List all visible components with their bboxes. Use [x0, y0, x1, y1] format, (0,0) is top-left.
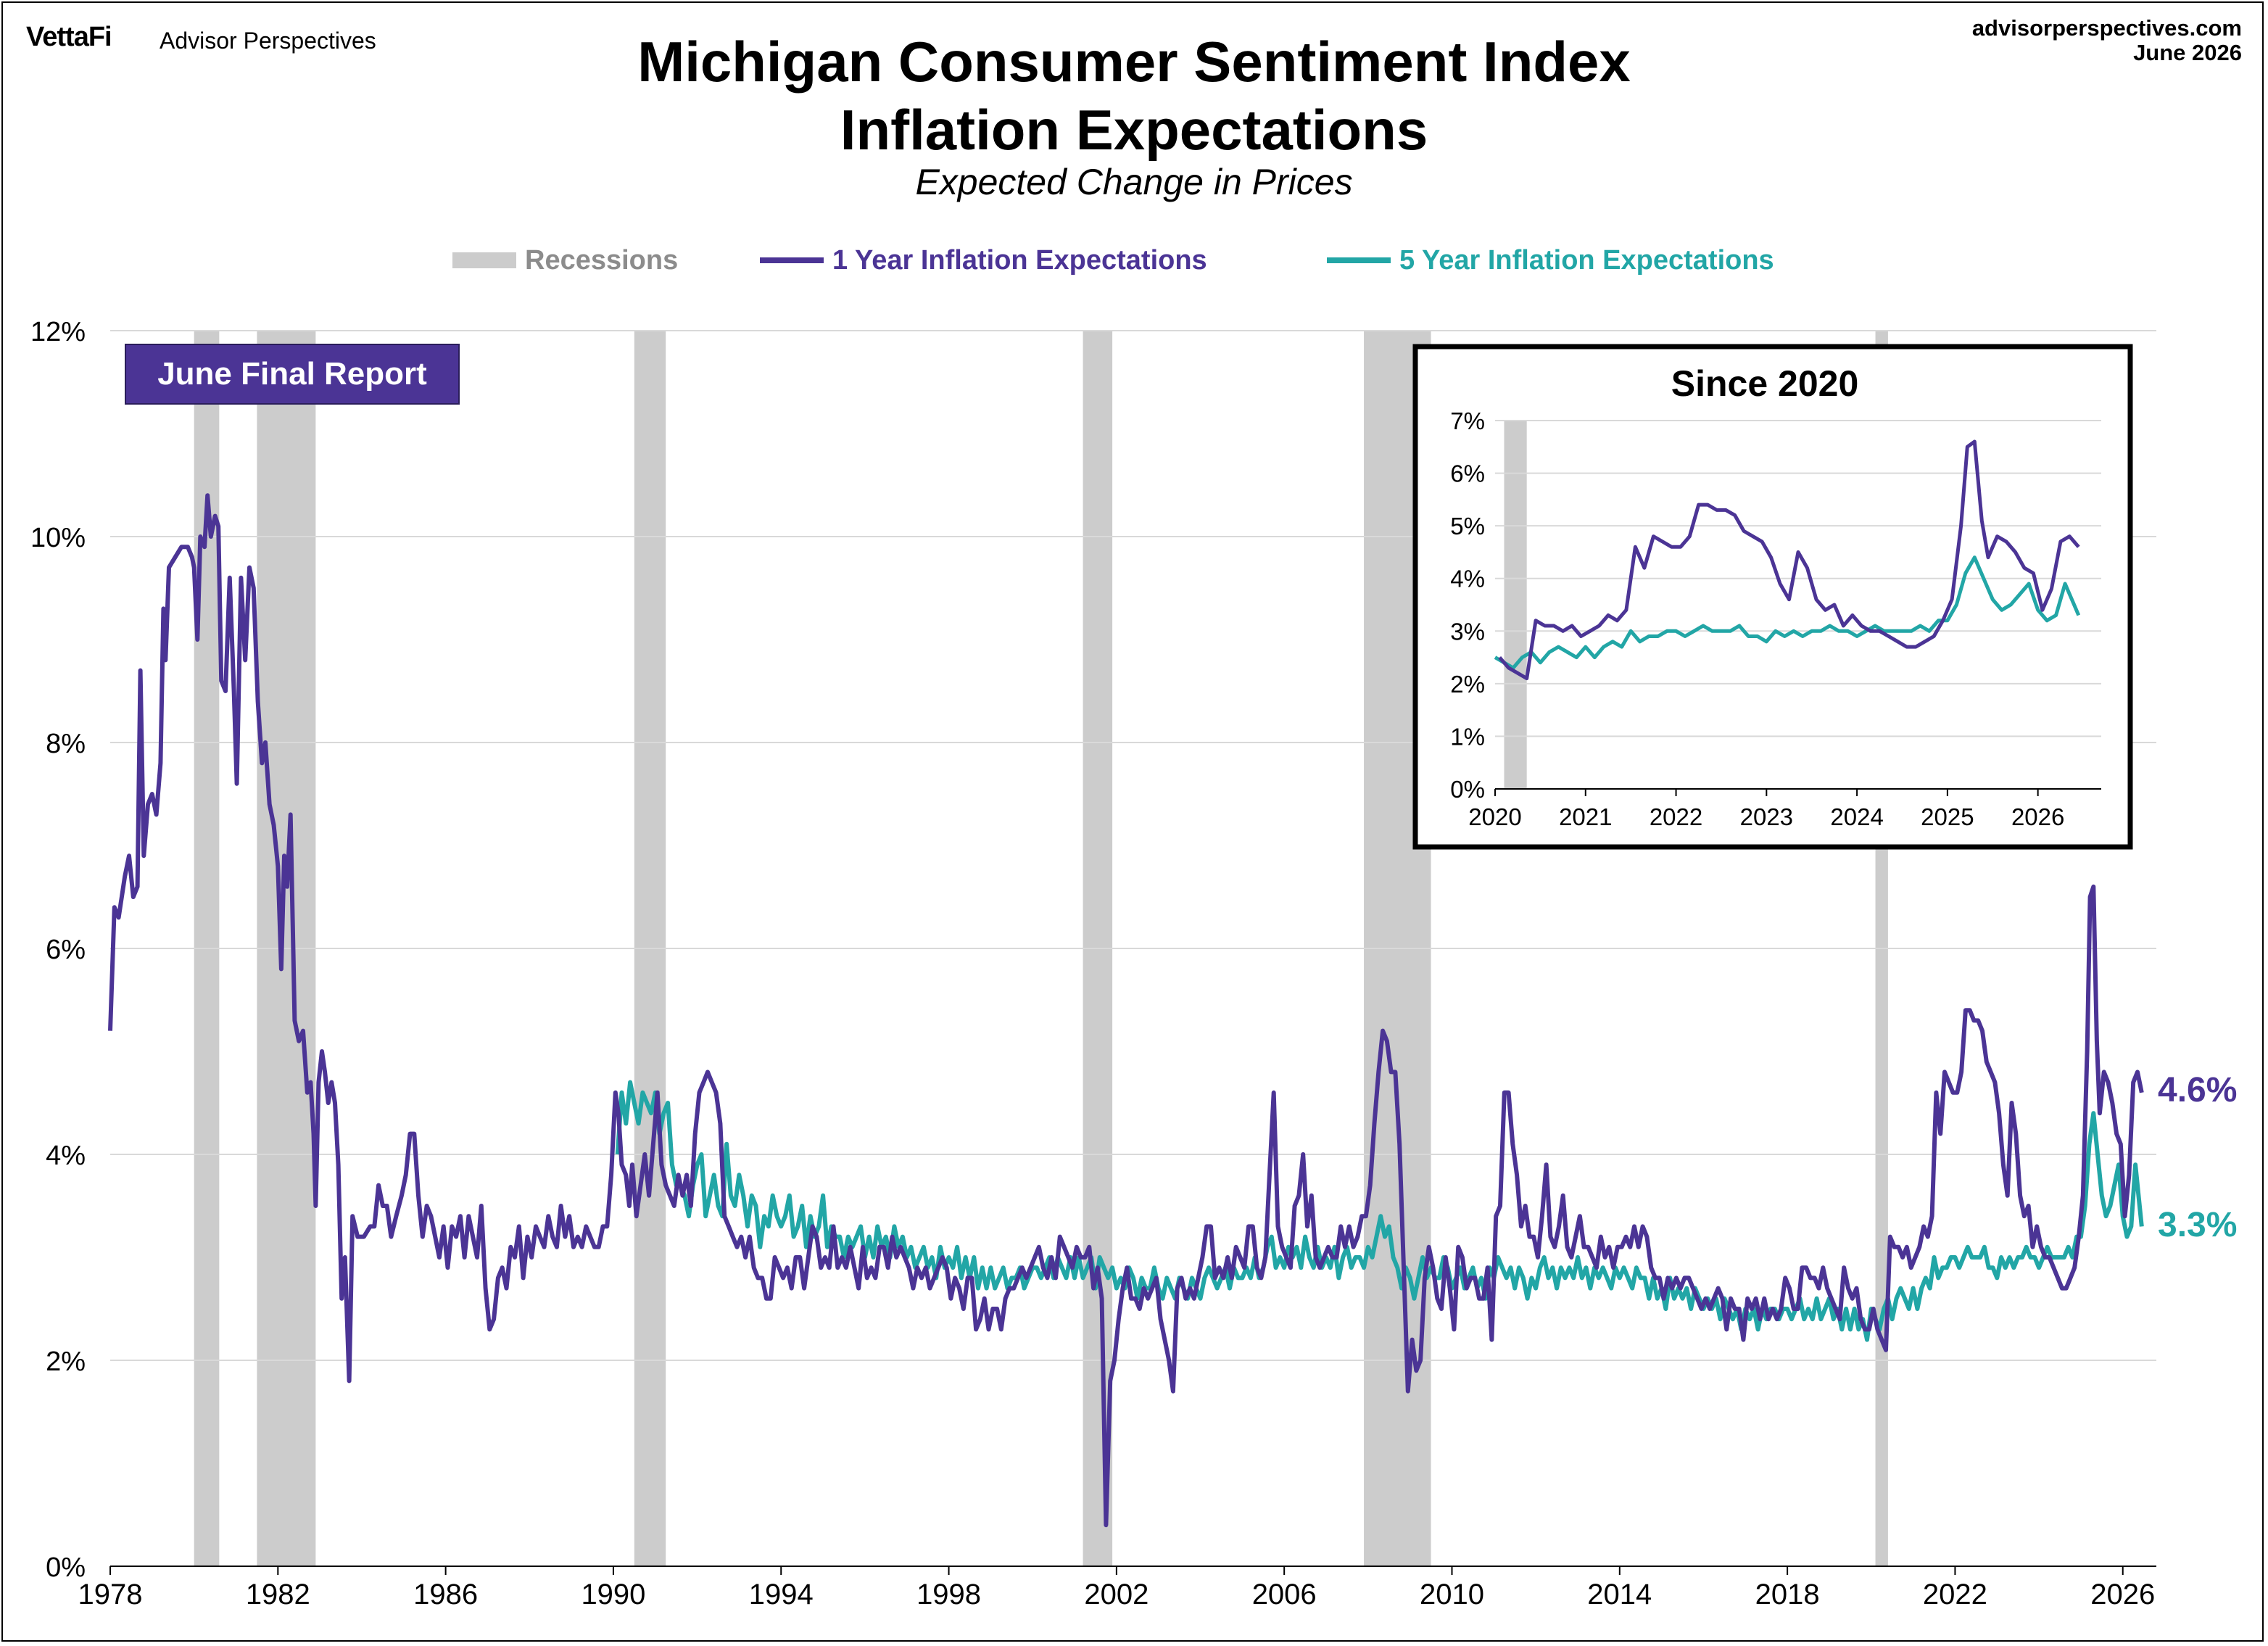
- y-tick-label-0: 0%: [46, 1552, 86, 1583]
- report-date: June 2026: [2133, 40, 2242, 65]
- legend-swatch-one-year: [760, 257, 824, 263]
- inset-x-tick-label-2: 2022: [1650, 803, 1702, 830]
- inset-x-tick-label-0: 2020: [1468, 803, 1521, 830]
- inset-x-tick-label-5: 2025: [1921, 803, 1974, 830]
- x-tick-label-10: 2018: [1755, 1579, 1820, 1610]
- chart-subtitle: Expected Change in Prices: [915, 162, 1353, 202]
- legend-item-one-year: 1 Year Inflation Expectations: [760, 242, 1207, 278]
- legend: Recessions 1 Year Inflation Expectations…: [0, 242, 2268, 278]
- legend-label-one-year: 1 Year Inflation Expectations: [832, 244, 1207, 276]
- y-tick-label-2: 4%: [46, 1141, 86, 1171]
- inset-x-tick-label-4: 2024: [1830, 803, 1883, 830]
- chart-title-line2: Inflation Expectations: [840, 98, 1428, 162]
- end-label-one-year: 4.6%: [2158, 1071, 2238, 1109]
- legend-swatch-recessions: [452, 252, 516, 268]
- y-tick-label-6: 12%: [30, 317, 86, 347]
- inset-title: Since 2020: [1671, 363, 1859, 404]
- inset-y-tick-label-5: 5%: [1450, 513, 1485, 539]
- x-tick-label-3: 1990: [581, 1579, 645, 1610]
- vettafi-logo: VettaFi: [26, 22, 112, 52]
- x-tick-label-0: 1978: [78, 1579, 143, 1610]
- inset-x-tick-label-6: 2026: [2011, 803, 2064, 830]
- main-chart: 0% 2% 4% 6% 8% 10% 12% 1978 1982 1986 1990 1994 1998…: [30, 317, 2156, 1610]
- inset-recession-band-0: [1504, 421, 1527, 789]
- inset-box: [1412, 344, 2133, 850]
- legend-swatch-five-year: [1327, 257, 1391, 263]
- end-label-five-year: 3.3%: [2158, 1206, 2238, 1244]
- legend-label-five-year: 5 Year Inflation Expectations: [1399, 244, 1774, 276]
- site-info: advisorperspectives.com June 2026: [1972, 16, 2242, 65]
- chart-title-line1: Michigan Consumer Sentiment Index: [637, 30, 1631, 94]
- x-tick-label-6: 2002: [1084, 1579, 1149, 1610]
- brand-subtitle: Advisor Perspectives: [160, 28, 376, 54]
- chart-title: Michigan Consumer Sentiment Index Inflat…: [0, 28, 2268, 164]
- inset-x-tick-label-1: 2021: [1559, 803, 1612, 830]
- inset-y-tick-label-1: 1%: [1450, 723, 1485, 750]
- inset-series-line-one-year: [1498, 439, 2080, 681]
- x-tick-label-5: 1998: [916, 1579, 981, 1610]
- report-badge: June Final Report: [125, 344, 460, 405]
- inset-y-tick-label-0: 0%: [1450, 776, 1485, 803]
- legend-item-recessions: Recessions: [452, 242, 678, 278]
- x-tick-label-11: 2022: [1923, 1579, 1987, 1610]
- inset-y-tick-label-3: 3%: [1450, 618, 1485, 645]
- x-tick-label-9: 2014: [1587, 1579, 1652, 1610]
- x-tick-label-4: 1994: [749, 1579, 814, 1610]
- x-tick-label-7: 2006: [1252, 1579, 1317, 1610]
- inset-x-tick-label-3: 2023: [1740, 803, 1793, 830]
- x-tick-label-1: 1982: [246, 1579, 310, 1610]
- legend-label-recessions: Recessions: [525, 244, 679, 276]
- x-tick-label-12: 2026: [2090, 1579, 2155, 1610]
- site-url: advisorperspectives.com: [1971, 15, 2242, 41]
- y-tick-label-3: 6%: [46, 935, 86, 965]
- inset-chart: 0% 1% 2% 3% 4% 5% 6% 7% 2020 2021 2022 2023 2024 2025…: [1412, 344, 2133, 850]
- series-line-one-year: [108, 493, 2144, 1528]
- y-tick-label-4: 8%: [46, 729, 86, 759]
- x-tick-label-8: 2010: [1420, 1579, 1484, 1610]
- x-tick-label-2: 1986: [413, 1579, 478, 1610]
- inset-y-tick-label-6: 6%: [1450, 460, 1485, 487]
- inset-series-line-five-year: [1494, 555, 2081, 670]
- inset-y-tick-label-4: 4%: [1450, 566, 1485, 592]
- y-tick-label-1: 2%: [46, 1347, 86, 1377]
- y-tick-label-5: 10%: [30, 523, 86, 553]
- inset-y-tick-label-7: 7%: [1450, 408, 1485, 434]
- legend-item-five-year: 5 Year Inflation Expectations: [1327, 242, 1774, 278]
- inset-y-tick-label-2: 2%: [1450, 671, 1485, 698]
